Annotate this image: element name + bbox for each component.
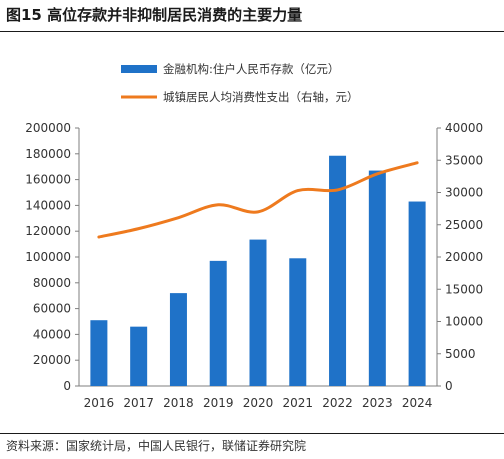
right-tick-label: 15000 bbox=[445, 282, 483, 296]
legend-label-line: 城镇居民人均消费性支出（右轴，元） bbox=[163, 90, 359, 104]
x-tick-label: 2018 bbox=[163, 396, 194, 410]
left-tick-label: 100000 bbox=[25, 250, 71, 264]
x-tick-label: 2021 bbox=[283, 396, 314, 410]
right-tick-label: 0 bbox=[445, 379, 453, 393]
bar-deposit-2018 bbox=[169, 293, 187, 386]
title-rule bbox=[0, 31, 504, 32]
left-tick-label: 120000 bbox=[25, 224, 71, 238]
legend-swatch-bars bbox=[121, 65, 157, 73]
bar-deposit-2021 bbox=[289, 258, 307, 386]
left-tick-label: 160000 bbox=[25, 173, 71, 187]
left-tick-label: 60000 bbox=[33, 302, 71, 316]
bar-deposit-2023 bbox=[368, 170, 386, 386]
x-tick-label: 2017 bbox=[123, 396, 154, 410]
left-tick-label: 140000 bbox=[25, 198, 71, 212]
right-tick-label: 20000 bbox=[445, 250, 483, 264]
right-tick-label: 10000 bbox=[445, 315, 483, 329]
x-tick-label: 2016 bbox=[84, 396, 115, 410]
bar-deposit-2024 bbox=[408, 201, 426, 386]
left-tick-label: 80000 bbox=[33, 276, 71, 290]
left-tick-label: 0 bbox=[63, 379, 71, 393]
bar-deposit-2017 bbox=[130, 326, 148, 386]
x-tick-label: 2020 bbox=[243, 396, 274, 410]
right-tick-label: 35000 bbox=[445, 153, 483, 167]
bar-deposit-2019 bbox=[209, 260, 227, 386]
right-tick-label: 25000 bbox=[445, 218, 483, 232]
left-tick-label: 200000 bbox=[25, 121, 71, 135]
left-tick-label: 180000 bbox=[25, 147, 71, 161]
bar-deposit-2020 bbox=[249, 239, 267, 386]
x-tick-label: 2019 bbox=[203, 396, 234, 410]
bar-deposit-2022 bbox=[329, 155, 347, 386]
x-tick-label: 2023 bbox=[362, 396, 393, 410]
figure-title: 图15 高位存款并非抑制居民消费的主要力量 bbox=[6, 6, 303, 24]
right-tick-label: 40000 bbox=[445, 121, 483, 135]
source-note: 资料来源：国家统计局，中国人民银行，联储证券研究院 bbox=[6, 439, 307, 453]
source-rule bbox=[0, 433, 504, 434]
x-tick-label: 2022 bbox=[322, 396, 353, 410]
legend-label-bars: 金融机构:住户人民币存款（亿元） bbox=[163, 62, 339, 76]
x-tick-label: 2024 bbox=[402, 396, 433, 410]
left-tick-label: 20000 bbox=[33, 353, 71, 367]
bar-deposit-2016 bbox=[90, 320, 108, 386]
right-tick-label: 5000 bbox=[445, 347, 476, 361]
left-tick-label: 40000 bbox=[33, 327, 71, 341]
right-tick-label: 30000 bbox=[445, 186, 483, 200]
